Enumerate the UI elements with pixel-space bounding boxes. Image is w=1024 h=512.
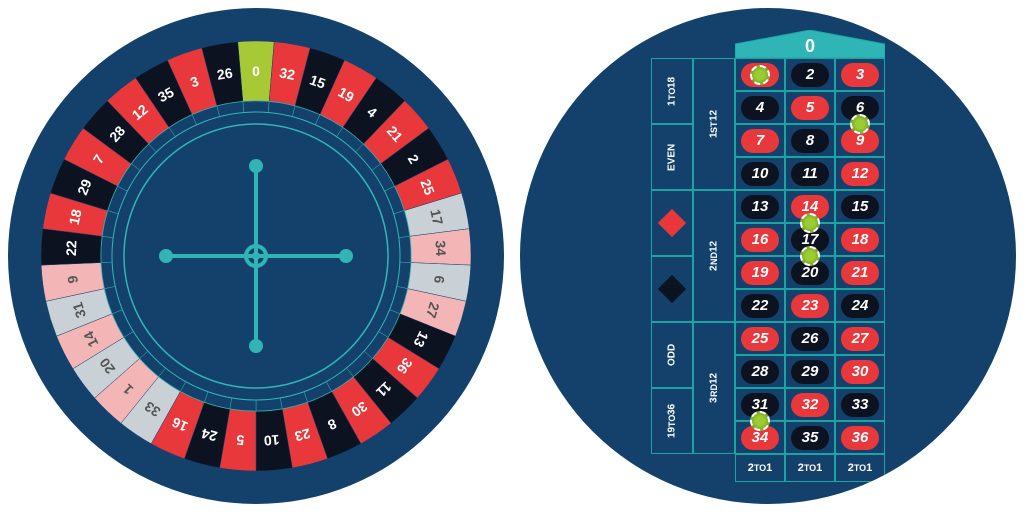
roulette-wheel-panel: 0321519421225173462713361130823105241633… (8, 8, 504, 504)
outside-bet[interactable]: 1 TO 18 (651, 58, 693, 124)
number-pill: 2 (791, 63, 829, 87)
number-cell-8[interactable]: 8 (785, 124, 835, 157)
dozen-bet[interactable]: 3RD 12 (693, 322, 735, 454)
betting-table: 0 1 TO 18EVEN ODD19 TO 36 1ST 122ND 123RD… (651, 30, 885, 482)
number-pill: 36 (841, 426, 879, 450)
number-pill: 8 (791, 129, 829, 153)
number-pill: 33 (841, 393, 879, 417)
svg-text:5: 5 (236, 432, 245, 449)
number-cell-11[interactable]: 11 (785, 157, 835, 190)
svg-text:10: 10 (263, 432, 280, 449)
number-cell-27[interactable]: 27 (835, 322, 885, 355)
number-pill: 23 (791, 294, 829, 318)
bet-chip[interactable] (750, 65, 770, 85)
number-cell-15[interactable]: 15 (835, 190, 885, 223)
number-cell-19[interactable]: 19 (735, 256, 785, 289)
zero-slot[interactable]: 0 (735, 30, 885, 58)
number-pill: 22 (741, 294, 779, 318)
column-bet[interactable]: 2TO1 (785, 454, 835, 482)
number-pill: 18 (841, 228, 879, 252)
number-pill: 5 (791, 96, 829, 120)
number-cell-2[interactable]: 2 (785, 58, 835, 91)
svg-text:34: 34 (433, 240, 450, 256)
number-pill: 29 (791, 360, 829, 384)
number-cell-5[interactable]: 5 (785, 91, 835, 124)
number-pill: 24 (841, 294, 879, 318)
number-pill: 15 (841, 195, 879, 219)
outside-bet[interactable]: EVEN (651, 124, 693, 190)
column-bets-row: 2TO12TO12TO1 (735, 454, 885, 482)
number-pill: 26 (791, 327, 829, 351)
svg-text:22: 22 (63, 240, 80, 256)
number-cell-4[interactable]: 4 (735, 91, 785, 124)
number-pill: 30 (841, 360, 879, 384)
number-pill: 25 (741, 327, 779, 351)
number-cell-21[interactable]: 21 (835, 256, 885, 289)
number-cell-25[interactable]: 25 (735, 322, 785, 355)
number-pill: 11 (791, 162, 829, 186)
column-bet[interactable]: 2TO1 (735, 454, 785, 482)
number-cell-30[interactable]: 30 (835, 355, 885, 388)
number-pill: 12 (841, 162, 879, 186)
number-cell-33[interactable]: 33 (835, 388, 885, 421)
number-pill: 21 (841, 261, 879, 285)
number-cell-7[interactable]: 7 (735, 124, 785, 157)
number-cell-10[interactable]: 10 (735, 157, 785, 190)
roulette-table-panel: 0 1 TO 18EVEN ODD19 TO 36 1ST 122ND 123RD… (520, 8, 1016, 504)
number-pill: 35 (791, 426, 829, 450)
number-cell-13[interactable]: 13 (735, 190, 785, 223)
number-cell-29[interactable]: 29 (785, 355, 835, 388)
outside-bet[interactable] (651, 190, 693, 256)
svg-text:0: 0 (252, 63, 260, 79)
number-cell-22[interactable]: 22 (735, 289, 785, 322)
bet-chip[interactable] (800, 246, 820, 266)
number-cell-36[interactable]: 36 (835, 421, 885, 454)
number-pill: 7 (741, 129, 779, 153)
number-pill: 27 (841, 327, 879, 351)
number-cell-12[interactable]: 12 (835, 157, 885, 190)
dozen-bet[interactable]: 1ST 12 (693, 58, 735, 190)
red-diamond-icon (658, 209, 686, 237)
dozen-bet[interactable]: 2ND 12 (693, 190, 735, 322)
outside-bet[interactable]: ODD (651, 322, 693, 388)
number-cell-24[interactable]: 24 (835, 289, 885, 322)
number-pill: 16 (741, 228, 779, 252)
outside-bet[interactable] (651, 256, 693, 322)
bet-chip[interactable] (800, 213, 820, 233)
number-cell-23[interactable]: 23 (785, 289, 835, 322)
number-pill: 32 (791, 393, 829, 417)
outside-bets-col2: 1ST 122ND 123RD 12 (693, 58, 735, 454)
number-cell-16[interactable]: 16 (735, 223, 785, 256)
number-cell-28[interactable]: 28 (735, 355, 785, 388)
number-pill: 28 (741, 360, 779, 384)
outside-bet[interactable]: 19 TO 36 (651, 388, 693, 454)
black-diamond-icon (658, 275, 686, 303)
number-pill: 4 (741, 96, 779, 120)
number-pill: 3 (841, 63, 879, 87)
roulette-wheel: 0321519421225173462713361130823105241633… (26, 26, 486, 486)
svg-text:32: 32 (278, 64, 296, 82)
column-bet[interactable]: 2TO1 (835, 454, 885, 482)
bet-chip[interactable] (850, 114, 870, 134)
number-cell-18[interactable]: 18 (835, 223, 885, 256)
svg-text:26: 26 (216, 64, 234, 82)
number-cell-32[interactable]: 32 (785, 388, 835, 421)
number-cell-26[interactable]: 26 (785, 322, 835, 355)
bet-chip[interactable] (750, 411, 770, 431)
zero-label: 0 (735, 36, 885, 57)
outside-bets-col1: 1 TO 18EVEN ODD19 TO 36 (651, 58, 693, 454)
number-pill: 13 (741, 195, 779, 219)
number-pill: 19 (741, 261, 779, 285)
number-cell-35[interactable]: 35 (785, 421, 835, 454)
number-pill: 10 (741, 162, 779, 186)
number-cell-3[interactable]: 3 (835, 58, 885, 91)
